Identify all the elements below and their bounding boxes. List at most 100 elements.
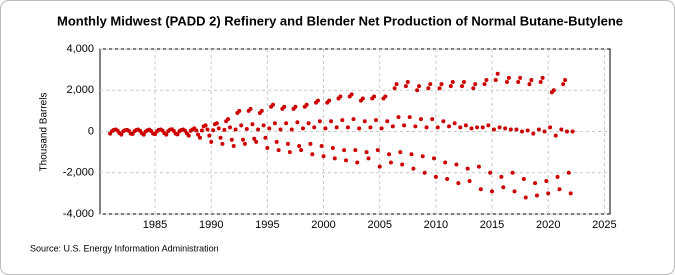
data-point bbox=[153, 132, 158, 137]
data-point bbox=[319, 143, 324, 148]
data-point bbox=[368, 125, 373, 130]
data-point bbox=[448, 84, 453, 89]
y-tick-label: -4,000 bbox=[63, 208, 94, 220]
data-point bbox=[430, 117, 435, 122]
data-point bbox=[450, 80, 455, 84]
y-tick-label: 4,000 bbox=[66, 43, 94, 55]
data-point bbox=[426, 86, 431, 91]
data-point bbox=[353, 148, 358, 153]
data-point bbox=[471, 86, 476, 91]
data-point bbox=[205, 127, 210, 132]
data-point bbox=[475, 125, 480, 130]
data-point bbox=[521, 176, 526, 181]
data-point bbox=[119, 132, 124, 137]
data-point bbox=[295, 120, 300, 125]
data-point bbox=[452, 121, 457, 126]
data-point bbox=[461, 80, 466, 84]
data-point bbox=[490, 189, 495, 194]
data-point bbox=[285, 141, 290, 146]
data-point bbox=[306, 121, 311, 126]
data-point bbox=[345, 125, 350, 130]
data-point bbox=[385, 119, 390, 124]
data-point bbox=[233, 127, 238, 132]
data-point bbox=[340, 118, 345, 123]
data-point bbox=[467, 179, 472, 183]
data-point bbox=[418, 117, 423, 122]
x-tick-label: 1985 bbox=[143, 219, 167, 231]
data-point bbox=[501, 185, 506, 190]
data-point bbox=[544, 179, 549, 183]
data-point bbox=[563, 77, 568, 82]
y-tick-label: -2,000 bbox=[63, 167, 94, 179]
data-point bbox=[538, 80, 543, 84]
data-point bbox=[312, 125, 317, 130]
data-point bbox=[175, 132, 180, 137]
data-point bbox=[141, 132, 146, 137]
data-point bbox=[405, 80, 410, 84]
data-point bbox=[364, 150, 369, 155]
data-point bbox=[375, 148, 380, 153]
data-point bbox=[252, 136, 257, 141]
data-point bbox=[433, 174, 438, 179]
data-point bbox=[231, 143, 236, 148]
data-point bbox=[491, 127, 496, 132]
data-point bbox=[514, 127, 519, 132]
data-point bbox=[570, 129, 575, 134]
data-point bbox=[164, 132, 169, 137]
data-point bbox=[209, 139, 214, 144]
data-point bbox=[227, 125, 232, 130]
data-point bbox=[403, 84, 408, 89]
data-point bbox=[207, 133, 212, 138]
data-point bbox=[256, 127, 261, 132]
data-point bbox=[250, 122, 255, 127]
data-point bbox=[267, 126, 272, 131]
data-point bbox=[265, 146, 270, 150]
data-point bbox=[374, 118, 379, 123]
data-point bbox=[469, 126, 474, 131]
data-point bbox=[394, 82, 399, 87]
data-point bbox=[456, 181, 461, 186]
data-point bbox=[531, 131, 536, 136]
data-point bbox=[548, 125, 553, 130]
data-point bbox=[415, 88, 420, 93]
data-point bbox=[510, 170, 515, 175]
y-tick-label: 2,000 bbox=[66, 84, 94, 96]
y-axis-label: Thousand Barrels bbox=[39, 93, 50, 172]
data-point bbox=[299, 148, 304, 153]
data-point bbox=[557, 187, 562, 192]
data-point bbox=[437, 86, 442, 91]
data-point bbox=[534, 193, 539, 198]
data-point bbox=[553, 133, 558, 138]
data-point bbox=[344, 158, 349, 163]
data-point bbox=[520, 129, 525, 134]
data-point bbox=[512, 189, 517, 194]
data-point bbox=[463, 123, 468, 128]
data-point bbox=[506, 75, 511, 80]
data-point bbox=[388, 160, 393, 165]
data-point bbox=[278, 127, 283, 132]
x-tick-label: 2000 bbox=[311, 219, 335, 231]
data-point bbox=[274, 139, 279, 144]
data-point bbox=[441, 119, 446, 124]
x-tick-label: 2005 bbox=[367, 219, 391, 231]
data-point bbox=[196, 132, 201, 137]
data-point bbox=[327, 98, 332, 103]
data-point bbox=[218, 135, 223, 140]
data-point bbox=[409, 152, 414, 157]
data-point bbox=[411, 166, 416, 171]
data-point bbox=[329, 119, 334, 124]
data-point bbox=[417, 84, 422, 89]
data-point bbox=[533, 181, 538, 186]
data-point bbox=[555, 174, 560, 179]
data-point bbox=[566, 170, 571, 175]
data-point bbox=[308, 141, 313, 146]
data-point bbox=[499, 174, 504, 179]
data-point bbox=[420, 154, 425, 159]
data-point bbox=[407, 115, 412, 120]
data-point bbox=[199, 128, 204, 133]
data-point bbox=[392, 86, 397, 91]
x-tick-label: 2020 bbox=[536, 219, 560, 231]
data-point bbox=[239, 123, 244, 128]
data-point bbox=[508, 127, 513, 132]
data-point bbox=[516, 80, 521, 84]
